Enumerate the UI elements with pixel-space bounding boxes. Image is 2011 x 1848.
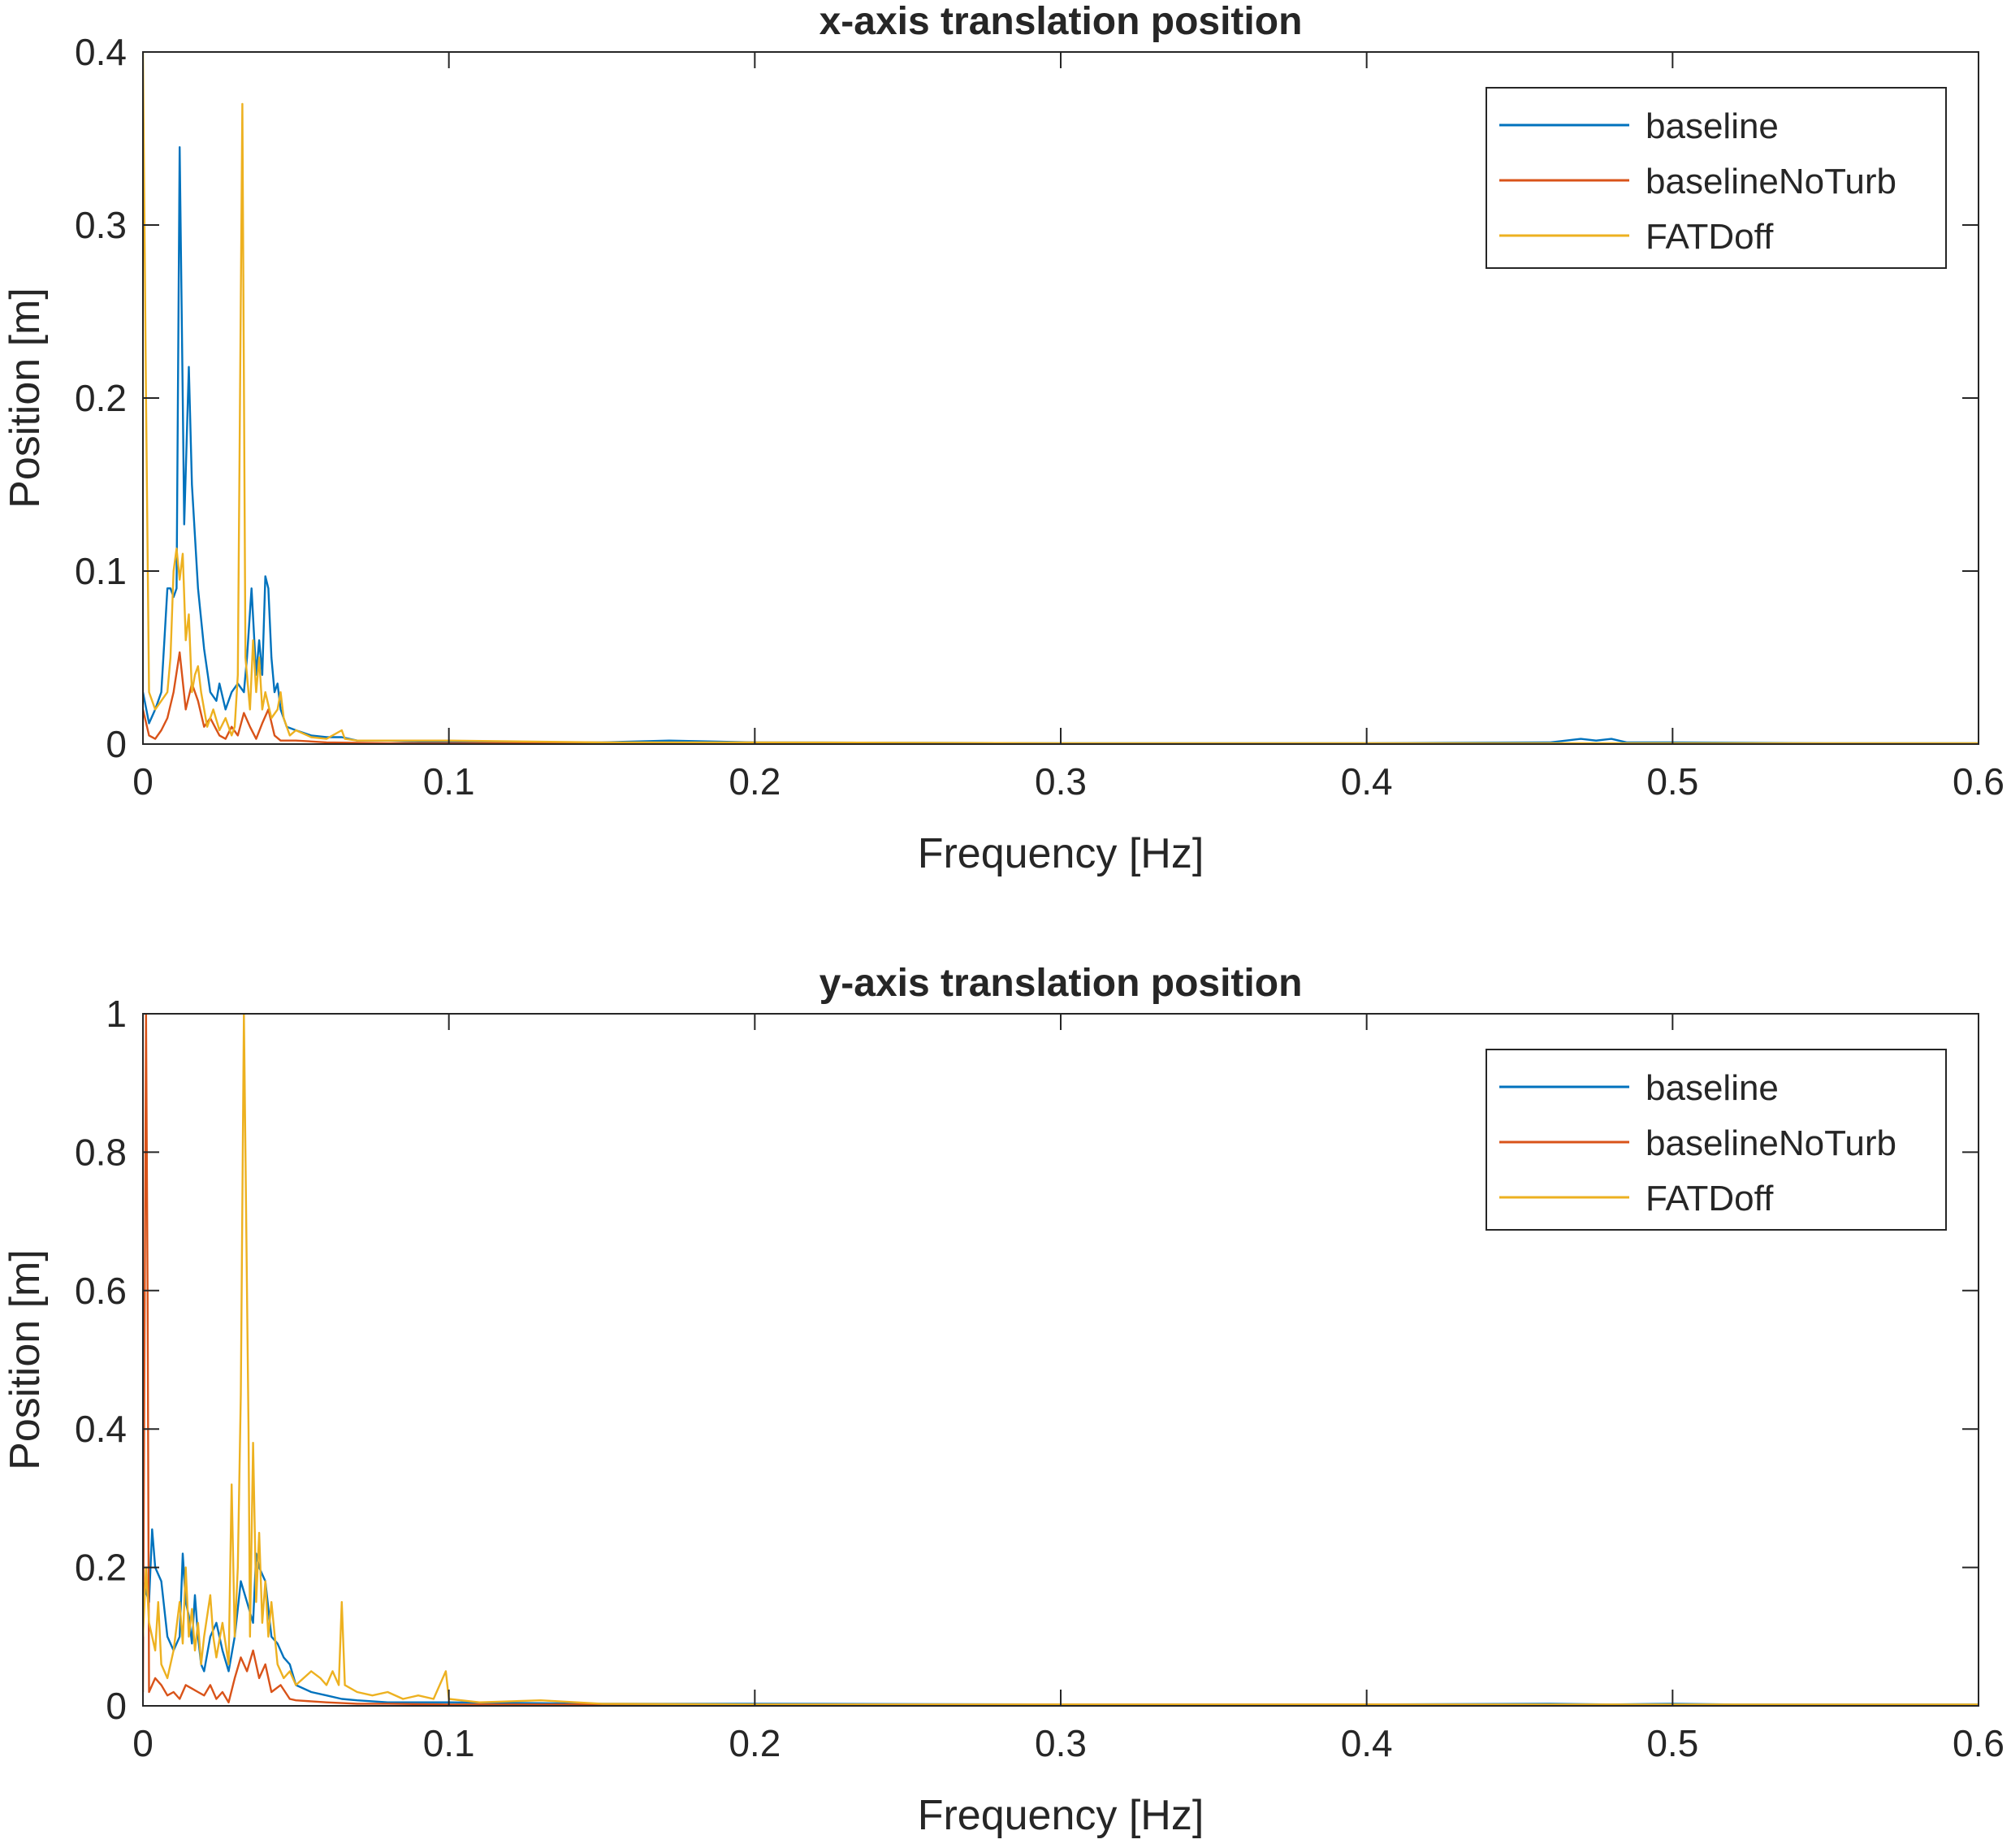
x-tick-label: 0: [132, 760, 154, 803]
legend: baseline baselineNoTurb FATDoff: [1486, 87, 1947, 269]
x-tick-label: 0.6: [1953, 760, 2005, 803]
y-tick-label: 0: [106, 1685, 127, 1727]
y-tick-label: 0.3: [75, 204, 127, 246]
legend-label-baseline: baseline: [1646, 106, 1779, 146]
plot-area: 0 0.1 0.2 0.3 0.4 0.5 0.6 0 0.1 0.2 0.3 0.4: [75, 31, 2005, 803]
plot-area: 0 0.1 0.2 0.3 0.4 0.5 0.6 0 0.2 0.4 0.6 0.8 1: [75, 993, 2005, 1764]
legend: baseline baselineNoTurb FATDoff: [1486, 1049, 1947, 1231]
x-axis-label: Frequency [Hz]: [918, 830, 1204, 877]
y-tick-label: 0.2: [75, 377, 127, 419]
legend-label-FATDoff: FATDoff: [1646, 1179, 1774, 1218]
x-tick-label: 0.1: [423, 1722, 475, 1764]
y-tick-label: 0.1: [75, 550, 127, 592]
x-tick-label: 0.2: [729, 1722, 781, 1764]
series-line-baselineNoTurb: [143, 651, 1979, 744]
x-tick-label: 0: [132, 1722, 154, 1764]
x-tick-label: 0.4: [1341, 1722, 1393, 1764]
x-axis-label: Frequency [Hz]: [918, 1792, 1204, 1839]
x-tick-label: 0.2: [729, 760, 781, 803]
x-tick-label: 0.4: [1341, 760, 1393, 803]
series-line-FATDoff: [143, 52, 1979, 744]
y-tick-label: 1: [106, 993, 127, 1035]
x-tick-label: 0.1: [423, 760, 475, 803]
y-axis-label: Position [m]: [2, 288, 49, 509]
x-tick-label: 0.6: [1953, 1722, 2005, 1764]
y-tick-label: 0.8: [75, 1131, 127, 1173]
x-tick-label: 0.5: [1646, 1722, 1698, 1764]
y-tick-label: 0: [106, 723, 127, 765]
y-tick-label: 0.2: [75, 1547, 127, 1589]
y-axis-label: Position [m]: [2, 1249, 49, 1470]
y-tick-label: 0.4: [75, 31, 127, 73]
x-tick-label: 0.5: [1646, 760, 1698, 803]
y-tick-label: 0.6: [75, 1270, 127, 1312]
chart-title: y-axis translation position: [820, 962, 1303, 1005]
legend-label-baseline: baseline: [1646, 1068, 1779, 1108]
chart-x-axis-translation: 0 0.1 0.2 0.3 0.4 0.5 0.6 0 0.1 0.2 0.3 0.4 x-axis …: [2, 0, 2005, 877]
chart-title: x-axis translation position: [820, 0, 1303, 43]
chart-y-axis-translation: 0 0.1 0.2 0.3 0.4 0.5 0.6 0 0.2 0.4 0.6 0.8 1 y-axis…: [2, 962, 2005, 1839]
legend-label-baselineNoTurb: baselineNoTurb: [1646, 162, 1896, 201]
legend-label-FATDoff: FATDoff: [1646, 217, 1774, 257]
series-line-baselineNoTurb: [143, 1014, 1979, 1706]
legend-label-baselineNoTurb: baselineNoTurb: [1646, 1123, 1896, 1163]
x-tick-label: 0.3: [1035, 1722, 1087, 1764]
x-tick-label: 0.3: [1035, 760, 1087, 803]
legend-box: [1486, 87, 1947, 269]
series-line-FATDoff: [143, 1014, 1979, 1706]
y-tick-label: 0.4: [75, 1408, 127, 1450]
legend-box: [1486, 1049, 1947, 1231]
